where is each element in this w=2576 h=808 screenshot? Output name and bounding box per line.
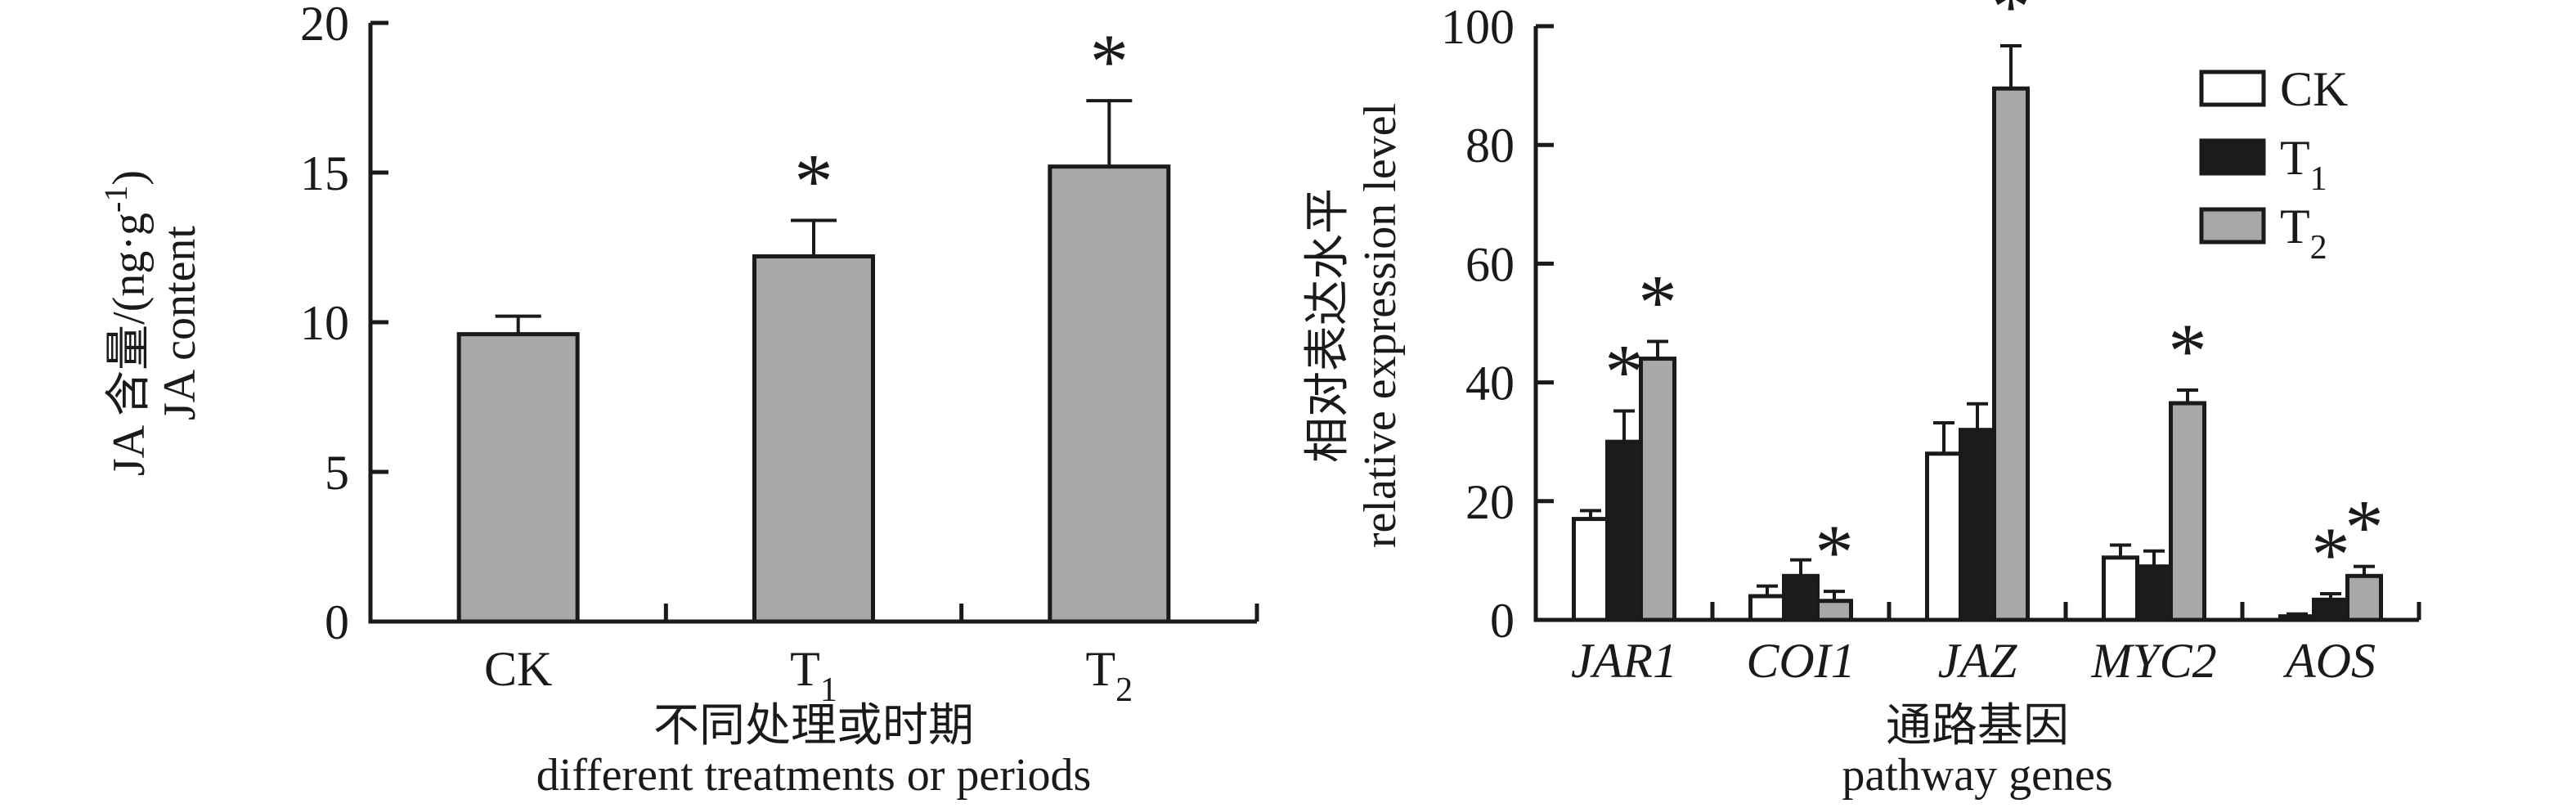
y-tick-label: 15 [300,146,349,200]
x-category-label: CK [484,642,552,696]
significance-marker: * [2311,511,2350,598]
y-tick-label: 100 [1441,0,1515,54]
legend-label: T2 [2280,200,2327,267]
bar [1992,86,2030,622]
y-axis-label-en: JA content [155,226,205,420]
bar [1048,164,1171,624]
x-category-label: T1 [790,642,837,709]
bar [1748,594,1786,622]
x-category-label: JAZ [1938,634,2017,688]
bar [1959,428,1996,622]
y-tick-label: 5 [325,446,349,500]
bar [1925,451,1963,622]
x-axis-label-zh: 不同处理或时期 [653,701,974,752]
legend-swatch [2199,70,2266,107]
significance-marker: * [1991,0,2031,50]
legend-swatch [2199,207,2266,245]
y-axis-label-en: relative expression level [1355,103,1406,548]
y-tick-label: 20 [1465,475,1515,529]
bar [456,332,580,624]
y-tick-label: 80 [1465,119,1515,173]
legend-swatch [2199,138,2266,176]
bar [2312,597,2349,622]
significance-marker: * [1090,18,1129,105]
y-tick-label: 10 [300,296,349,350]
significance-marker: * [794,138,833,225]
significance-marker: * [2168,307,2207,394]
significance-marker: * [1815,509,1854,595]
x-category-label: JAR1 [1571,634,1677,688]
x-axis-label-en: different treatments or periods [536,750,1092,801]
bar [2345,573,2383,622]
bar [2102,555,2139,622]
x-category-label: T2 [1086,642,1133,709]
y-tick-label: 40 [1465,357,1515,411]
bar [1605,439,1643,622]
significance-marker: * [1604,328,1644,415]
x-axis-label-en: pathway genes [1842,750,2112,801]
bar [2135,564,2173,622]
significance-marker: * [2345,484,2384,571]
bar [752,254,875,624]
x-category-label: COI1 [1746,634,1855,688]
bar [1639,357,1676,622]
bar [2169,401,2206,622]
y-axis-label-zh: JA 含量/(ng·g-1) [97,170,155,476]
axes [1533,26,2419,622]
y-axis-label-zh: 相对表达水平 [1303,188,1353,463]
y-tick-label: 60 [1465,237,1515,291]
x-category-label: AOS [2282,634,2376,688]
legend-label: CK [2280,62,2348,116]
bar [1782,573,1820,622]
y-tick-label: 0 [1490,594,1515,648]
x-category-label: MYC2 [2090,634,2216,688]
bar [1572,517,1609,622]
y-tick-label: 20 [300,0,349,51]
significance-marker: * [1638,259,1677,346]
bar [1815,599,1853,622]
y-tick-label: 0 [325,595,349,649]
x-axis-label-zh: 通路基因 [1886,701,2069,752]
ja-content-chart: * * 0 5 10 15 20 CK T1 T2 JA 含量/(ng·g-1)JA content… [97,0,1259,801]
legend-label: T1 [2280,131,2327,198]
